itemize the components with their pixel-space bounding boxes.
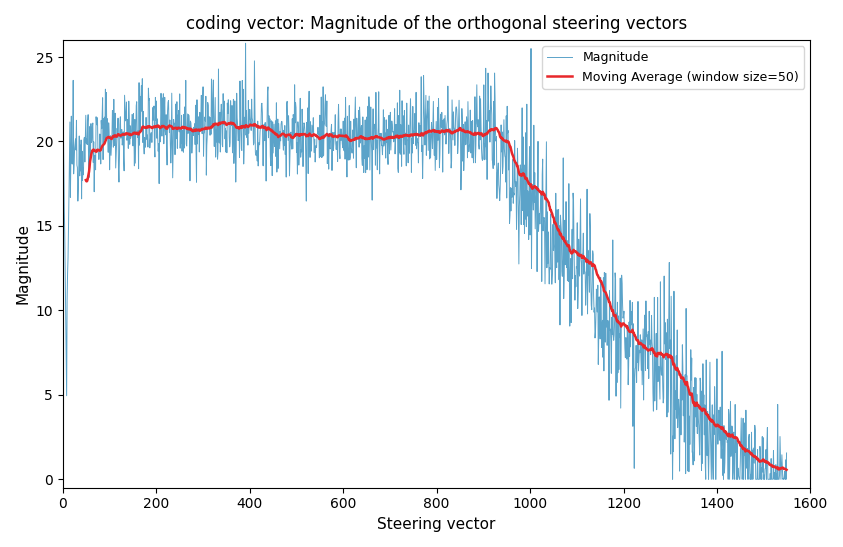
- Moving Average (window size=50): [133, 131, 143, 138]
- Magnitude: [663, 377, 674, 384]
- Magnitude: [330, 112, 341, 118]
- Moving Average (window size=50): [239, 124, 250, 130]
- Moving Average (window size=50): [295, 131, 305, 137]
- X-axis label: Steering vector: Steering vector: [378, 517, 496, 532]
- Title: coding vector: Magnitude of the orthogonal steering vectors: coding vector: Magnitude of the orthogon…: [186, 15, 687, 33]
- Magnitude: [760, 465, 771, 472]
- Moving Average (window size=50): [81, 177, 91, 183]
- Magnitude: [668, 476, 678, 482]
- Moving Average (window size=50): [693, 402, 703, 409]
- Magnitude: [640, 319, 650, 325]
- Magnitude: [240, 40, 250, 46]
- Y-axis label: Magnitude: Magnitude: [15, 223, 30, 305]
- Line: Magnitude: Magnitude: [63, 43, 787, 479]
- Moving Average (window size=50): [781, 467, 792, 473]
- Magnitude: [115, 121, 125, 128]
- Legend: Magnitude, Moving Average (window size=50): Magnitude, Moving Average (window size=5…: [542, 46, 804, 89]
- Line: Moving Average (window size=50): Moving Average (window size=50): [86, 122, 787, 470]
- Moving Average (window size=50): [669, 362, 679, 368]
- Magnitude: [781, 450, 792, 456]
- Magnitude: [131, 160, 141, 166]
- Moving Average (window size=50): [489, 127, 499, 133]
- Magnitude: [58, 89, 68, 95]
- Moving Average (window size=50): [219, 119, 229, 125]
